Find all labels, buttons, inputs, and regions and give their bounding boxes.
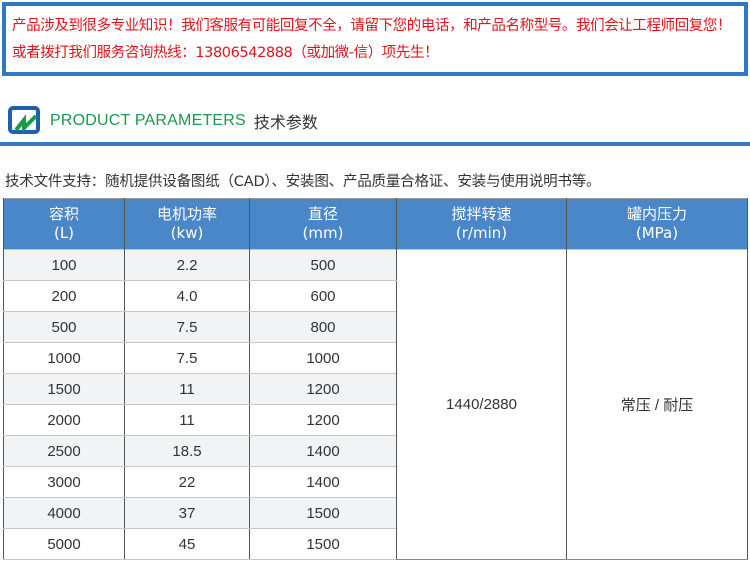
parameters-table: 容积 (L) 电机功率 (kw) 直径 (mm) 搅拌转速 (r/min) 罐内压力 (MPa) …	[3, 198, 748, 560]
table-row: 500 7.5 800	[3, 311, 748, 343]
column-header: 罐内压力 (MPa)	[566, 198, 748, 250]
header-line: (r/min)	[455, 224, 508, 242]
table-cell: 7.5	[124, 342, 250, 374]
table-cell: 1200	[249, 373, 397, 405]
table-row: 4000 37 1500	[3, 497, 748, 529]
support-text: 技术文件支持：随机提供设备图纸（CAD）、安装图、产品质量合格证、安装与使用说明…	[5, 174, 601, 190]
header-line: 直径	[307, 205, 338, 223]
table-cell: 1000	[249, 342, 397, 374]
column-header: 搅拌转速 (r/min)	[396, 198, 567, 250]
section-header: PRODUCT PARAMETERS 技术参数	[8, 106, 318, 136]
table-cell: 2500	[3, 435, 125, 467]
table-cell: 1500	[249, 528, 397, 560]
table-cell: 11	[124, 373, 250, 405]
logo-icon	[8, 106, 40, 134]
table-cell: 500	[249, 249, 397, 281]
header-line: 电机功率	[156, 205, 217, 223]
table-cell: 800	[249, 311, 397, 343]
column-header: 容积 (L)	[3, 198, 125, 250]
table-cell: 5000	[3, 528, 125, 560]
table-row: 5000 45 1500	[3, 528, 748, 560]
speed-cell: 1440/2880	[396, 249, 567, 560]
table-cell: 2.2	[124, 249, 250, 281]
header-line: 罐内压力	[626, 205, 687, 223]
table-cell: 1500	[249, 497, 397, 529]
table-row: 2000 11 1200	[3, 404, 748, 436]
header-line: (MPa)	[635, 224, 679, 242]
header-line: 搅拌转速	[451, 205, 512, 223]
column-header: 电机功率 (kw)	[124, 198, 250, 250]
table-cell: 4000	[3, 497, 125, 529]
table-cell: 11	[124, 404, 250, 436]
table-cell: 2000	[3, 404, 125, 436]
table-row: 100 2.2 500 1440/2880 常压 / 耐压	[3, 249, 748, 560]
header-line: (mm)	[302, 224, 344, 242]
pressure-cell: 常压 / 耐压	[566, 249, 748, 560]
table-cell: 1000	[3, 342, 125, 374]
table-row: 1500 11 1200	[3, 373, 748, 405]
table-cell: 600	[249, 280, 397, 312]
section-title-cn: 技术参数	[253, 113, 318, 132]
header-line: (kw)	[170, 224, 204, 242]
table-cell: 3000	[3, 466, 125, 498]
table-cell: 200	[3, 280, 125, 312]
table-cell: 18.5	[124, 435, 250, 467]
table-cell: 1400	[249, 435, 397, 467]
table-row: 3000 22 1400	[3, 466, 748, 498]
divider	[0, 142, 750, 146]
header-line: (L)	[53, 224, 75, 242]
table-cell: 45	[124, 528, 250, 560]
column-header: 直径 (mm)	[249, 198, 397, 250]
table-cell: 4.0	[124, 280, 250, 312]
notice-box: 产品涉及到很多专业知识！我们客服有可能回复不全，请留下您的电话，和产品名称型号。…	[2, 2, 748, 76]
table-cell: 22	[124, 466, 250, 498]
header-line: 容积	[48, 205, 79, 223]
table-row: 200 4.0 600	[3, 280, 748, 312]
table-row: 2500 18.5 1400	[3, 435, 748, 467]
section-title-en: PRODUCT PARAMETERS	[50, 112, 246, 129]
table-cell: 1200	[249, 404, 397, 436]
notice-text: 产品涉及到很多专业知识！我们客服有可能回复不全，请留下您的电话，和产品名称型号。…	[12, 18, 732, 61]
table-row: 1000 7.5 1000	[3, 342, 748, 374]
table-cell: 1500	[3, 373, 125, 405]
table-cell: 7.5	[124, 311, 250, 343]
table-cell: 1400	[249, 466, 397, 498]
table-cell: 100	[3, 249, 125, 281]
table-cell: 37	[124, 497, 250, 529]
table-cell: 500	[3, 311, 125, 343]
